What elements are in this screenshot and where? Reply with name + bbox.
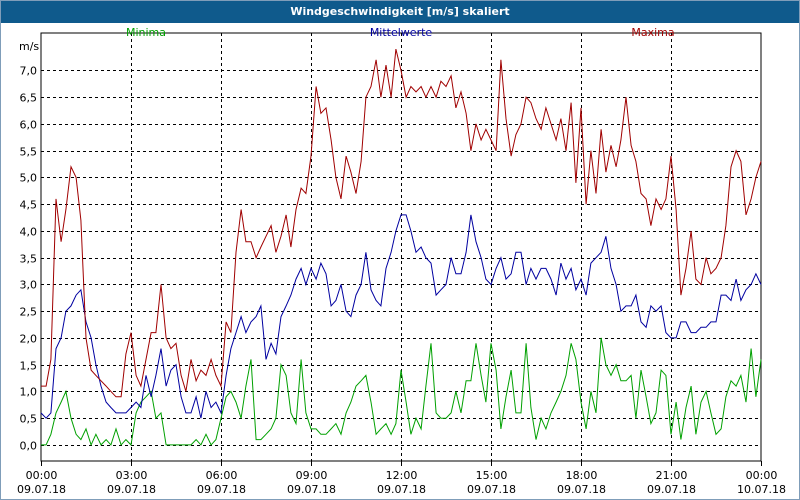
series [40, 48, 762, 447]
x-tick-date: 09.07.18 [197, 483, 246, 496]
y-tick-label: 1,0 [20, 386, 38, 399]
chart-area: 0,0 0,5 1,0 1,5 2,0 2,5 3,0 3,5 4,0 4,5 5,0 5,5 6,0 6… [17, 26, 786, 496]
legend-maxima: Maxima [631, 26, 674, 39]
y-tick-label: 7,0 [20, 65, 38, 78]
grid [41, 33, 761, 461]
x-tick-date: 09.07.18 [647, 483, 696, 496]
legend: Minima Mittelwerte Maxima [126, 26, 675, 39]
y-tick-label: 1,5 [20, 360, 38, 373]
y-tick-label: 3,0 [20, 279, 38, 292]
x-tick-time: 00:00 [746, 469, 778, 482]
y-tick-label: 5,0 [20, 172, 38, 185]
y-tick-label: 3,5 [20, 253, 38, 266]
legend-minima: Minima [126, 26, 166, 39]
y-tick-label: 6,0 [20, 119, 38, 132]
series-line-minima [41, 337, 762, 447]
x-tick-date: 10.07.18 [737, 483, 786, 496]
x-tick-date: 09.07.18 [107, 483, 156, 496]
y-tick-label: 6,5 [20, 92, 38, 105]
y-tick-label: 5,5 [20, 146, 38, 159]
legend-mittelwerte: Mittelwerte [370, 26, 433, 39]
y-tick-label: 0,0 [20, 440, 38, 453]
y-tick-label: 0,5 [20, 413, 38, 426]
y-tick-label: 4,5 [20, 199, 38, 212]
series-line-maxima [41, 48, 762, 398]
x-tick-date: 09.07.18 [17, 483, 66, 496]
x-tick-time: 18:00 [566, 469, 598, 482]
y-tick-label: 4,0 [20, 226, 38, 239]
axes: 0,0 0,5 1,0 1,5 2,0 2,5 3,0 3,5 4,0 4,5 5,0 5,5 6,0 6… [17, 32, 786, 496]
x-tick-time: 12:00 [386, 469, 418, 482]
x-tick-time: 00:00 [26, 469, 58, 482]
x-tick-date: 09.07.18 [287, 483, 336, 496]
x-tick-time: 06:00 [206, 469, 238, 482]
x-tick-time: 21:00 [656, 469, 688, 482]
series-line-mittelwerte [40, 214, 762, 419]
x-tick-time: 09:00 [296, 469, 328, 482]
chart-title: Windgeschwindigkeit [m/s] skaliert [1, 1, 799, 23]
x-tick-date: 09.07.18 [557, 483, 606, 496]
x-tick-date: 09.07.18 [467, 483, 516, 496]
x-tick-date: 09.07.18 [377, 483, 426, 496]
y-tick-label: 2,5 [20, 306, 38, 319]
y-tick-label: 2,0 [20, 333, 38, 346]
x-tick-time: 03:00 [116, 469, 148, 482]
y-axis-label: m/s [19, 40, 39, 53]
x-tick-time: 15:00 [476, 469, 508, 482]
